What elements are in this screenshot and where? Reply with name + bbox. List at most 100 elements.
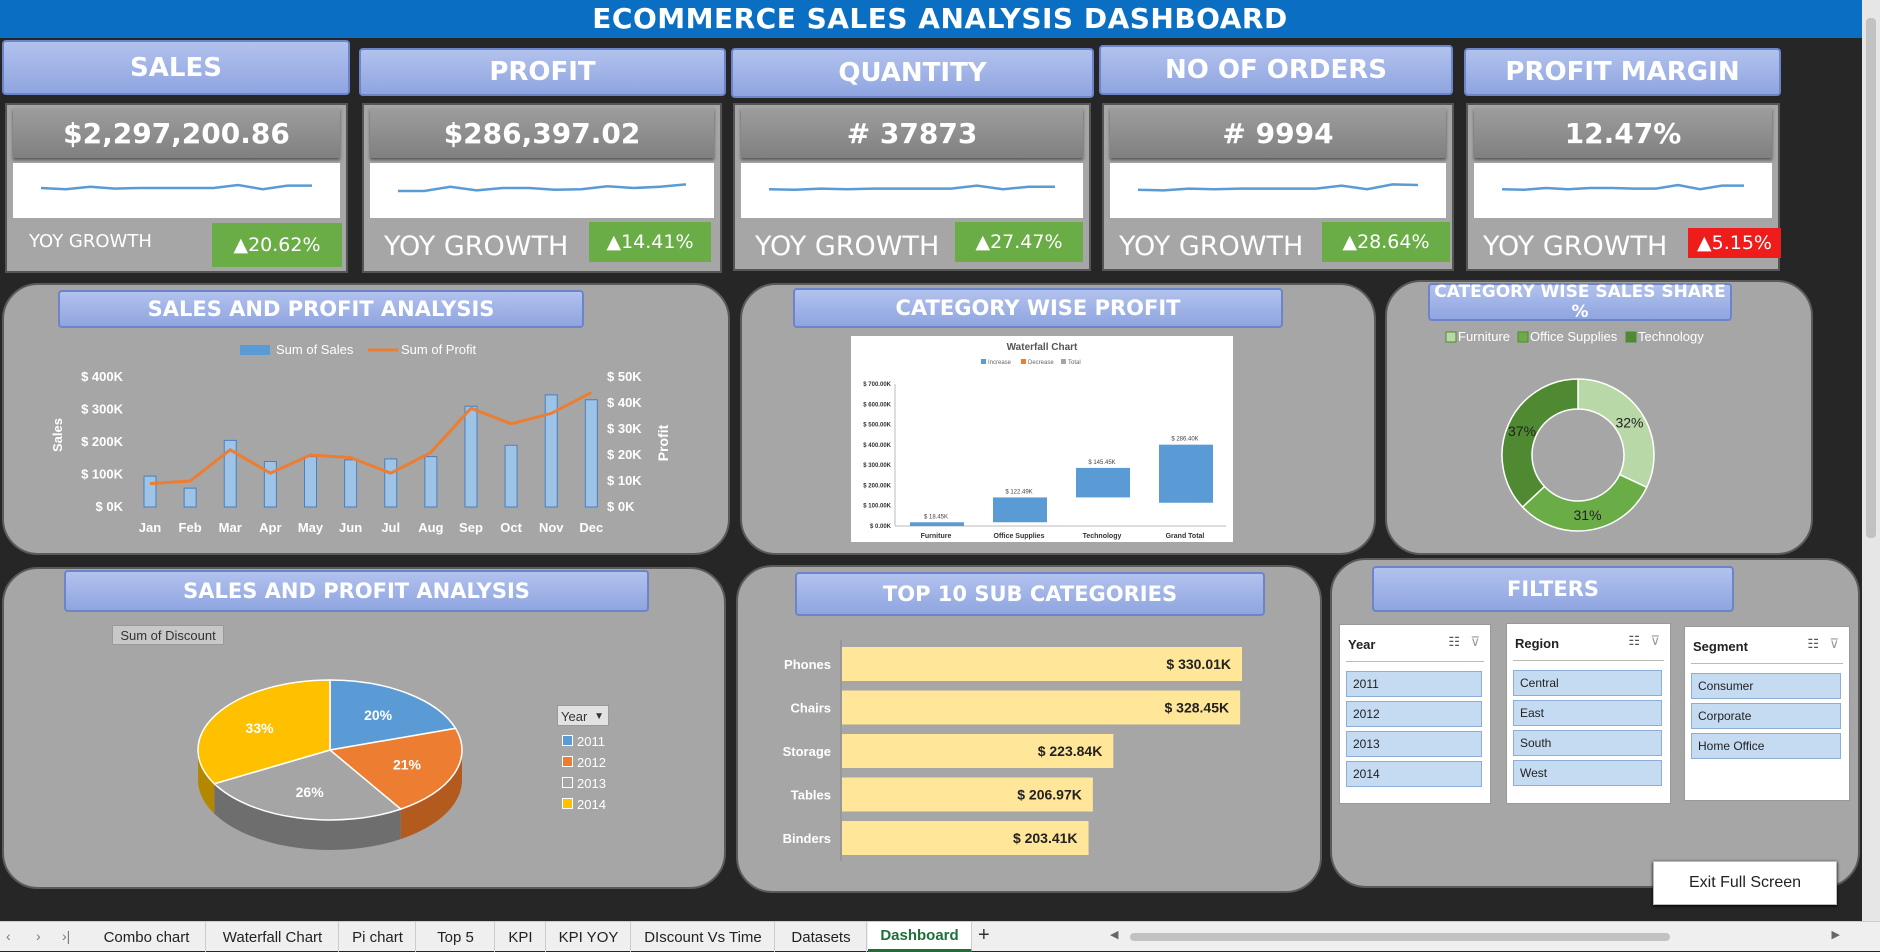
sheet-tab-dashboard[interactable]: Dashboard — [868, 922, 972, 952]
kpi-1-card: $286,397.02 YOY GROWTH ▲14.41% — [362, 103, 722, 273]
pie-legend-item[interactable]: 2013 — [562, 775, 606, 793]
right-tick-label: $ 10K — [607, 473, 642, 488]
pie-legend-item[interactable]: 2014 — [562, 796, 606, 814]
month-tick-label: Oct — [500, 520, 522, 535]
top10-bar — [842, 690, 1241, 725]
month-tick-label: Jul — [381, 520, 400, 535]
scroll-last-sheet-icon[interactable]: ›| — [62, 928, 71, 944]
top10-category-label: Storage — [783, 744, 831, 759]
right-tick-label: $ 40K — [607, 395, 642, 410]
sum-of-discount-field-button[interactable]: Sum of Discount — [112, 625, 224, 645]
horizontal-scroll-thumb[interactable] — [1130, 933, 1670, 941]
slicer-item[interactable]: 2013 — [1346, 731, 1482, 757]
month-tick-label: Sep — [459, 520, 483, 535]
waterfall-legend-label: Increase — [988, 360, 1012, 366]
top10-bar — [842, 777, 1093, 812]
slicer-item[interactable]: 2012 — [1346, 701, 1482, 727]
multi-select-icon[interactable]: ☷ — [1807, 636, 1819, 651]
slicer-year: Year ☷ ⊽ 2011 2012 2013 2014 — [1339, 624, 1491, 804]
donut-legend-label: Office Supplies — [1530, 329, 1618, 344]
dashboard-title: ECOMMERCE SALES ANALYSIS DASHBOARD — [0, 0, 1880, 38]
month-tick-label: Mar — [219, 520, 242, 535]
waterfall-chart: Waterfall Chart Increase Decrease Total $ 70… — [851, 336, 1233, 542]
kpi-0-label: SALES — [2, 40, 350, 95]
filters-title: FILTERS — [1372, 566, 1734, 612]
pie3d-slice-label: 20% — [364, 707, 393, 723]
slicer-item[interactable]: South — [1513, 730, 1662, 756]
sales-bar — [183, 487, 197, 508]
clear-filter-icon[interactable]: ⊽ — [1829, 636, 1839, 651]
donut-slice-label: 37% — [1508, 423, 1536, 439]
slicer-item[interactable]: East — [1513, 700, 1662, 726]
sales-share-chart: Furniture Office Supplies Technology 32% 31%… — [1445, 329, 1704, 532]
waterfall-bar — [993, 497, 1047, 523]
kpi-0-spark-line — [40, 183, 312, 191]
kpi-3-value: # 9994 — [1110, 108, 1446, 158]
exit-full-screen-button[interactable]: Exit Full Screen — [1653, 861, 1837, 905]
multi-select-icon[interactable]: ☷ — [1448, 634, 1460, 649]
vertical-scroll-thumb[interactable] — [1866, 18, 1876, 538]
year-filter-dropdown[interactable]: Year ▼ — [557, 705, 609, 726]
slicer-item[interactable]: Central — [1513, 670, 1662, 696]
donut-legend-swatch — [1445, 331, 1457, 343]
sheet-tab-datasets[interactable]: Datasets — [776, 922, 867, 952]
top10-category-label: Binders — [783, 831, 831, 846]
slicer-item[interactable]: Consumer — [1691, 673, 1841, 699]
scroll-left-icon[interactable]: ◀ — [1110, 929, 1119, 941]
top10-category-label: Phones — [784, 657, 831, 672]
sales-profit-title: SALES AND PROFIT ANALYSIS — [58, 290, 584, 328]
exit-full-screen-label: Exit Full Screen — [1688, 874, 1802, 891]
sheet-tab-top-5[interactable]: Top 5 — [417, 922, 495, 952]
sheet-tab-combo-chart[interactable]: Combo chart — [88, 922, 206, 952]
scroll-first-sheet-icon[interactable]: ‹ — [6, 928, 11, 944]
multi-select-icon[interactable]: ☷ — [1628, 633, 1640, 648]
slicer-item[interactable]: Corporate — [1691, 703, 1841, 729]
slicer-item[interactable]: West — [1513, 760, 1662, 786]
kpi-2-label: QUANTITY — [731, 48, 1094, 98]
waterfall-data-label: $ 18.45K — [924, 514, 948, 520]
horizontal-scrollbar[interactable]: ◀ ▶ — [1110, 929, 1840, 944]
sheet-tab-kpi-yoy[interactable]: KPI YOY — [547, 922, 631, 952]
sales-profit-panel — [2, 283, 730, 555]
pie3d-slice — [212, 749, 403, 821]
pie-legend-label: 2011 — [577, 734, 605, 749]
pie-legend-swatch — [562, 777, 573, 788]
sheet-tab-discount-vs-time[interactable]: DIscount Vs Time — [632, 922, 775, 952]
sales-bar — [544, 394, 558, 508]
waterfall-category-label: Technology — [1083, 533, 1122, 540]
sales-share-title: CATEGORY WISE SALES SHARE % — [1428, 282, 1732, 322]
slicer-item[interactable]: 2011 — [1346, 671, 1482, 697]
left-tick-label: $ 400K — [81, 369, 124, 384]
pie-legend-item[interactable]: 2011 — [562, 733, 605, 751]
kpi-2-value: # 37873 — [741, 108, 1083, 158]
scroll-prev-sheet-icon[interactable]: › — [36, 928, 41, 944]
pie3d-slice-label: 26% — [296, 784, 325, 800]
vertical-scrollbar[interactable] — [1862, 0, 1880, 921]
left-tick-label: $ 300K — [81, 402, 124, 417]
legend-sales-label: Sum of Sales — [276, 342, 354, 357]
kpi-3-sparkline — [1110, 163, 1446, 218]
slicer-divider — [1691, 663, 1843, 664]
month-tick-label: Jan — [139, 520, 161, 535]
kpi-2-yoy-badge: ▲27.47% — [955, 222, 1083, 262]
donut-slice-label: 32% — [1615, 414, 1643, 430]
scroll-right-icon[interactable]: ▶ — [1831, 929, 1840, 941]
slicer-item[interactable]: 2014 — [1346, 761, 1482, 787]
sheet-tab-kpi[interactable]: KPI — [496, 922, 546, 952]
donut-legend-swatch — [1517, 331, 1529, 343]
top10-bar — [842, 647, 1242, 681]
donut-legend-label: Furniture — [1458, 329, 1510, 344]
category-profit-title: CATEGORY WISE PROFIT — [793, 288, 1283, 328]
sheet-tab-pi-chart[interactable]: Pi chart — [340, 922, 416, 952]
clear-filter-icon[interactable]: ⊽ — [1470, 634, 1480, 649]
kpi-1-yoy-badge: ▲14.41% — [589, 222, 711, 262]
slicer-item[interactable]: Home Office — [1691, 733, 1841, 759]
clear-filter-icon[interactable]: ⊽ — [1650, 633, 1660, 648]
donut-slice — [1577, 378, 1655, 489]
profit-line — [149, 391, 593, 486]
pie-legend-swatch — [562, 756, 573, 767]
add-sheet-button[interactable]: + — [978, 924, 990, 946]
sales-bar — [263, 461, 277, 508]
sheet-tab-waterfall-chart[interactable]: Waterfall Chart — [207, 922, 339, 952]
pie-legend-item[interactable]: 2012 — [562, 754, 606, 772]
